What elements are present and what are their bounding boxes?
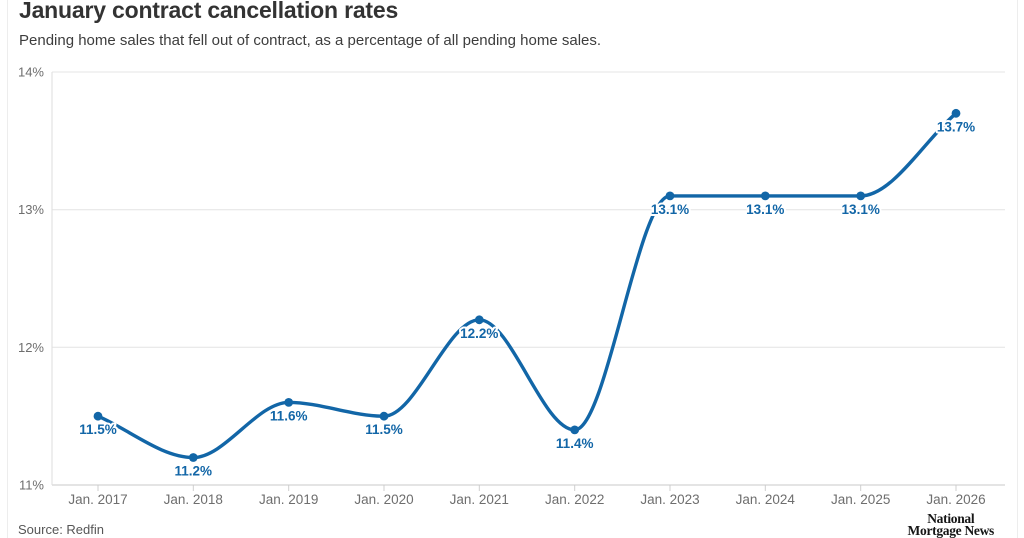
data-point xyxy=(284,398,294,407)
y-axis-label: 13% xyxy=(18,202,44,217)
data-point-label: 11.6% xyxy=(270,408,308,423)
data-point xyxy=(474,315,484,325)
data-point xyxy=(93,411,103,421)
x-axis-label: Jan. 2022 xyxy=(545,492,604,507)
data-point xyxy=(856,191,866,201)
x-axis-label: Jan. 2018 xyxy=(164,492,223,507)
y-axis-label: 11% xyxy=(19,478,44,493)
y-axis-label: 14% xyxy=(18,65,44,80)
data-point xyxy=(951,108,961,118)
data-point xyxy=(188,453,198,462)
series-line xyxy=(96,111,958,460)
data-point xyxy=(379,411,389,421)
data-point-label: 13.7% xyxy=(937,119,975,134)
national-mortgage-news-logo: National Mortgage News xyxy=(907,511,995,538)
data-point-label: 13.1% xyxy=(651,202,689,217)
x-axis-label: Jan. 2024 xyxy=(736,492,796,507)
page-left-edge xyxy=(7,0,8,538)
x-axis-label: Jan. 2021 xyxy=(450,492,509,507)
data-point-label: 11.5% xyxy=(365,422,403,437)
data-point-label: 13.1% xyxy=(842,202,880,217)
x-axis-label: Jan. 2017 xyxy=(68,492,127,507)
x-axis-label: Jan. 2025 xyxy=(831,492,890,507)
data-point xyxy=(570,425,580,435)
x-axis-label: Jan. 2023 xyxy=(640,492,699,507)
data-point-label: 11.5% xyxy=(79,422,117,437)
logo-line-1: National xyxy=(927,511,975,526)
data-point xyxy=(760,191,770,201)
data-point-label: 12.2% xyxy=(460,326,498,341)
x-axis-label: Jan. 2019 xyxy=(259,492,318,507)
data-point-label: 13.1% xyxy=(746,202,784,217)
y-axis-label: 12% xyxy=(18,340,44,355)
page-right-edge xyxy=(1017,0,1018,538)
x-axis-label: Jan. 2020 xyxy=(354,492,413,507)
logo-line-2: Mortgage News xyxy=(907,522,995,538)
chart-subtitle: Pending home sales that fell out of cont… xyxy=(19,32,602,49)
data-point-label: 11.4% xyxy=(556,436,594,451)
data-point-label: 11.2% xyxy=(175,464,213,479)
x-axis-label: Jan. 2026 xyxy=(926,492,985,507)
source-note: Source: Redfin xyxy=(18,522,104,537)
data-point xyxy=(665,191,675,201)
chart-title: January contract cancellation rates xyxy=(19,0,399,23)
